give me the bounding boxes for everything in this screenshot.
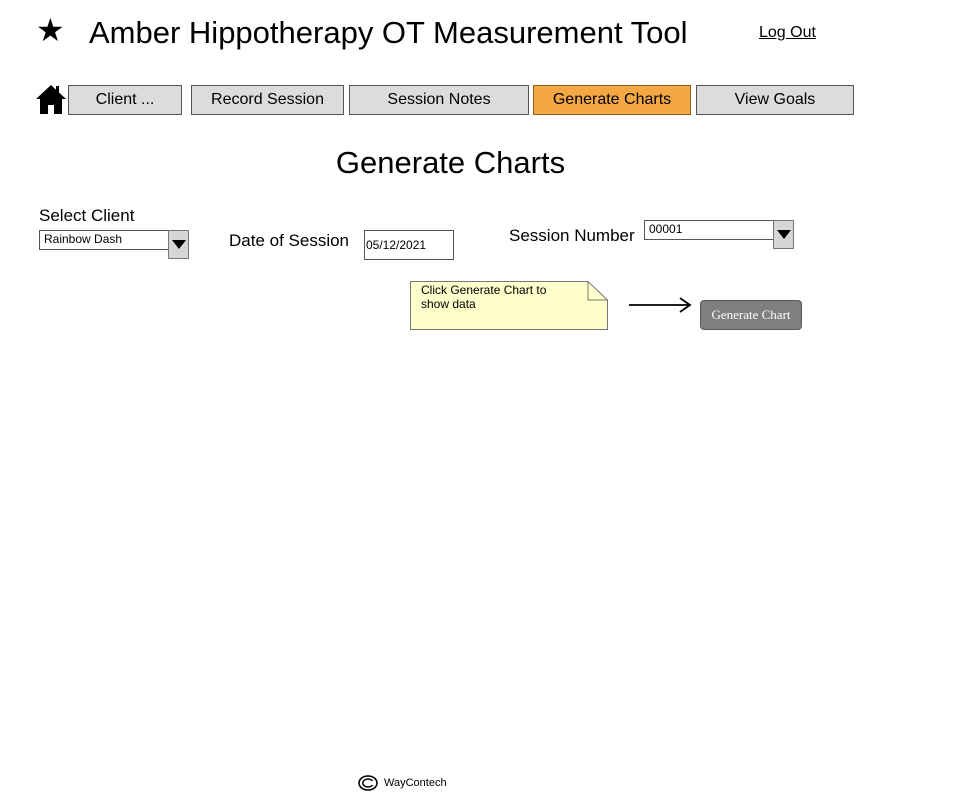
session-number-select[interactable]: 00001 <box>644 220 775 240</box>
footer: WayContech <box>358 774 447 792</box>
date-of-session-label: Date of Session <box>229 231 350 250</box>
session-number-label: Session Number <box>509 226 635 245</box>
arrow-right-icon <box>629 297 692 313</box>
tab-session-notes[interactable]: Session Notes <box>349 85 529 115</box>
tab-view-goals[interactable]: View Goals <box>696 85 854 115</box>
client-select[interactable]: Rainbow Dash <box>39 230 170 250</box>
tab-client[interactable]: Client ... <box>68 85 182 115</box>
select-client-label: Select Client <box>39 206 135 225</box>
logout-link[interactable]: Log Out <box>759 24 816 41</box>
app-title: Amber Hippotherapy OT Measurement Tool <box>89 15 688 50</box>
page-title: Generate Charts <box>335 145 566 180</box>
chevron-down-icon[interactable] <box>773 220 794 249</box>
tab-generate-charts[interactable]: Generate Charts <box>533 85 691 115</box>
date-field[interactable]: 05/12/2021 <box>364 230 454 260</box>
sticky-note <box>410 281 608 330</box>
chevron-down-icon[interactable] <box>168 230 189 259</box>
copyright-icon <box>358 775 378 791</box>
note-text: Click Generate Chart to show data <box>421 283 547 311</box>
home-icon[interactable] <box>36 84 66 116</box>
footer-brand: WayContech <box>384 777 447 789</box>
generate-chart-button[interactable]: Generate Chart <box>700 300 802 330</box>
tab-record-session[interactable]: Record Session <box>191 85 344 115</box>
star-icon: ★ <box>36 11 65 49</box>
